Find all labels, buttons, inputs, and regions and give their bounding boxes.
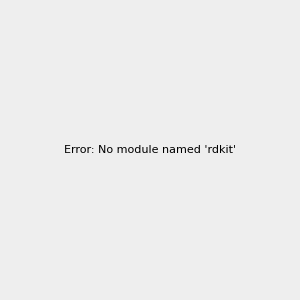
Text: Error: No module named 'rdkit': Error: No module named 'rdkit' <box>64 145 236 155</box>
